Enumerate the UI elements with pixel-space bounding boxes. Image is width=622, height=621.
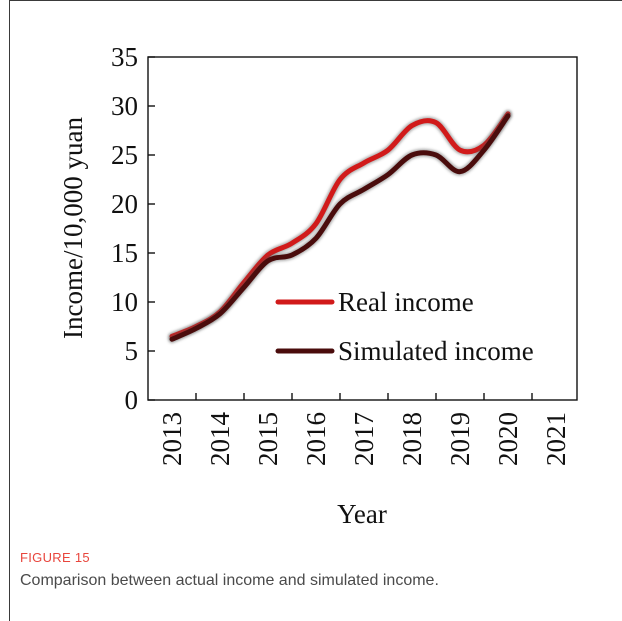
x-tick-label: 2015 <box>253 412 283 466</box>
figure-panel <box>9 0 622 621</box>
y-axis-ticks: 0 5 10 15 20 25 30 35 <box>111 42 155 415</box>
legend-item: Simulated income <box>274 336 534 366</box>
x-tick-label: 2018 <box>397 412 427 466</box>
y-tick-label: 10 <box>111 287 138 317</box>
x-tick-label: 2013 <box>157 412 187 466</box>
series-layer <box>168 109 512 344</box>
y-tick-label: 35 <box>111 42 138 72</box>
x-axis-title: Year <box>337 499 387 529</box>
x-tick-label: 2019 <box>445 412 475 466</box>
y-tick-label: 15 <box>111 238 138 268</box>
x-tick-label: 2020 <box>493 412 523 466</box>
figure-caption: Comparison between actual income and sim… <box>20 572 439 589</box>
y-axis-title: Income/10,000 yuan <box>58 117 88 339</box>
x-axis-ticks: 2013 2014 2015 2016 2017 2018 2019 2020 2021 <box>157 393 571 466</box>
legend-item: Real income <box>274 287 474 317</box>
x-tick-label: 2021 <box>541 412 571 466</box>
y-tick-label: 5 <box>125 336 139 366</box>
legend-label: Simulated income <box>338 336 534 366</box>
x-tick-label: 2016 <box>301 412 331 466</box>
y-tick-label: 0 <box>125 385 139 415</box>
x-tick-label: 2017 <box>349 412 379 466</box>
y-tick-label: 20 <box>111 189 138 219</box>
legend: Real income Simulated income <box>274 287 534 366</box>
figure-label: FIGURE 15 <box>20 550 90 565</box>
y-tick-label: 25 <box>111 140 138 170</box>
plot-frame <box>147 56 578 401</box>
series-simulated-income <box>168 111 512 344</box>
x-tick-label: 2014 <box>205 412 235 467</box>
series-line <box>169 113 511 342</box>
y-tick-label: 30 <box>111 91 138 121</box>
legend-label: Real income <box>338 287 474 317</box>
